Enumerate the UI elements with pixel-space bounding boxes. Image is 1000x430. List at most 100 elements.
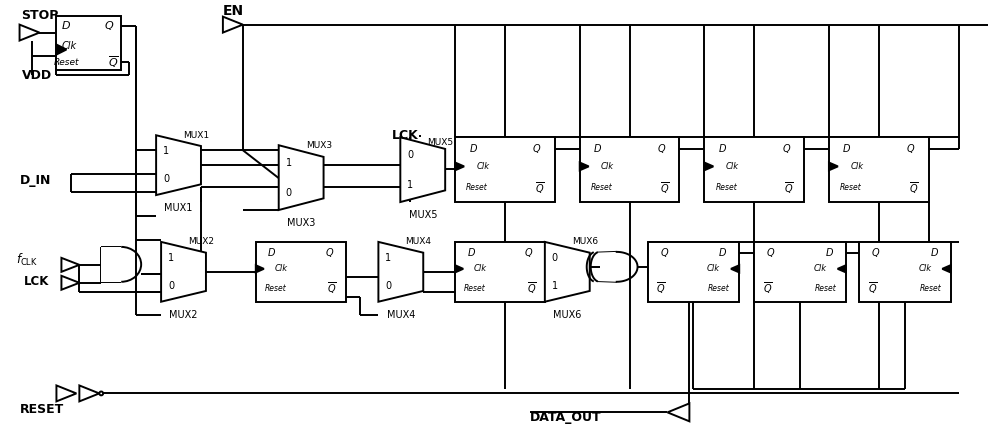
Text: D: D [930, 248, 938, 258]
Text: $\overline{Q}$: $\overline{Q}$ [108, 55, 119, 71]
Polygon shape [829, 163, 838, 170]
Text: 0: 0 [407, 150, 413, 160]
Circle shape [99, 391, 103, 395]
Text: Q: Q [105, 21, 114, 31]
Text: Clk: Clk [814, 264, 827, 273]
Text: D: D [594, 144, 601, 154]
Text: Q: Q [782, 144, 790, 154]
Text: 0: 0 [168, 280, 174, 291]
Polygon shape [731, 265, 739, 273]
Text: LCK: LCK [392, 129, 419, 142]
Text: Q: Q [658, 144, 665, 154]
Text: MUX6: MUX6 [572, 237, 598, 246]
Polygon shape [20, 25, 39, 40]
Text: Clk: Clk [601, 162, 614, 171]
Bar [580, 137, 679, 202]
Text: MUX4: MUX4 [387, 310, 415, 319]
Polygon shape [223, 17, 243, 33]
Text: Clk: Clk [476, 162, 490, 171]
Text: $\overline{Q}$: $\overline{Q}$ [868, 281, 877, 296]
Polygon shape [256, 265, 264, 273]
Text: D: D [62, 21, 71, 31]
Text: $\overline{Q}$: $\overline{Q}$ [909, 180, 918, 196]
Text: Reset: Reset [54, 58, 79, 67]
Text: MUX2: MUX2 [169, 310, 198, 319]
Polygon shape [56, 45, 66, 55]
Polygon shape [455, 265, 463, 273]
Text: Q: Q [525, 248, 533, 258]
Text: $\overline{Q}$: $\overline{Q}$ [327, 281, 337, 296]
Bar [455, 242, 545, 302]
Text: $\overline{Q}$: $\overline{Q}$ [535, 180, 545, 196]
Text: $\overline{Q}$: $\overline{Q}$ [784, 180, 794, 196]
Polygon shape [79, 385, 99, 401]
Text: Reset: Reset [708, 284, 730, 293]
Text: Clk: Clk [726, 162, 739, 171]
Polygon shape [942, 265, 951, 273]
Polygon shape [161, 242, 206, 302]
Text: Clk: Clk [474, 264, 487, 273]
Bar [829, 137, 929, 202]
Text: $\overline{Q}$: $\overline{Q}$ [656, 281, 666, 296]
Polygon shape [378, 242, 423, 302]
Text: Reset: Reset [466, 183, 488, 192]
Polygon shape [400, 137, 445, 202]
Text: $\overline{Q}$: $\overline{Q}$ [527, 281, 536, 296]
Polygon shape [455, 163, 464, 170]
Text: MUX3: MUX3 [287, 218, 315, 228]
Text: MUX4: MUX4 [405, 237, 431, 246]
Polygon shape [667, 403, 689, 421]
Text: DATA_OUT: DATA_OUT [530, 411, 602, 424]
Polygon shape [56, 385, 76, 401]
Text: D: D [469, 144, 477, 154]
Text: Reset: Reset [815, 284, 837, 293]
Polygon shape [545, 242, 590, 302]
Polygon shape [279, 145, 324, 210]
Polygon shape [61, 276, 79, 290]
Text: Reset: Reset [715, 183, 737, 192]
Text: $\overline{Q}$: $\overline{Q}$ [763, 281, 773, 296]
Text: Q: Q [872, 248, 879, 258]
Text: STOP: STOP [22, 9, 59, 22]
Text: Q: Q [326, 248, 333, 258]
Text: $f_{\rm CLK}$: $f_{\rm CLK}$ [16, 252, 38, 268]
Text: Q: Q [767, 248, 774, 258]
Text: 0: 0 [163, 174, 169, 184]
Bar [754, 242, 846, 302]
Text: VDD: VDD [22, 69, 52, 82]
Text: 1: 1 [286, 158, 292, 168]
Bar [256, 242, 346, 302]
Bar [704, 137, 804, 202]
Text: LCK: LCK [24, 275, 49, 288]
Text: 1: 1 [552, 280, 558, 291]
Text: D: D [719, 144, 726, 154]
Text: Q: Q [533, 144, 541, 154]
Bar [648, 242, 739, 302]
Text: Clk: Clk [62, 40, 77, 51]
Text: MUX2: MUX2 [188, 237, 214, 246]
Polygon shape [61, 258, 79, 272]
Text: D: D [826, 248, 833, 258]
Polygon shape [580, 163, 589, 170]
Text: D: D [268, 248, 276, 258]
Text: D: D [843, 144, 851, 154]
Text: 1: 1 [385, 253, 391, 263]
Text: RESET: RESET [20, 403, 64, 416]
Text: Reset: Reset [265, 284, 286, 293]
Text: Reset: Reset [840, 183, 862, 192]
Text: D_IN: D_IN [20, 174, 51, 187]
Text: Clk: Clk [918, 264, 931, 273]
Bar [455, 137, 555, 202]
Text: MUX1: MUX1 [164, 203, 193, 213]
Text: 0: 0 [385, 280, 391, 291]
Text: MUX1: MUX1 [183, 131, 209, 140]
Bar [56, 15, 121, 71]
Polygon shape [591, 252, 638, 282]
Text: 1: 1 [163, 146, 169, 157]
Text: Reset: Reset [919, 284, 941, 293]
Text: Clk: Clk [274, 264, 287, 273]
Text: Q: Q [660, 248, 668, 258]
Text: MUX5: MUX5 [427, 138, 453, 147]
Text: 1: 1 [407, 180, 413, 190]
Text: D: D [719, 248, 726, 258]
